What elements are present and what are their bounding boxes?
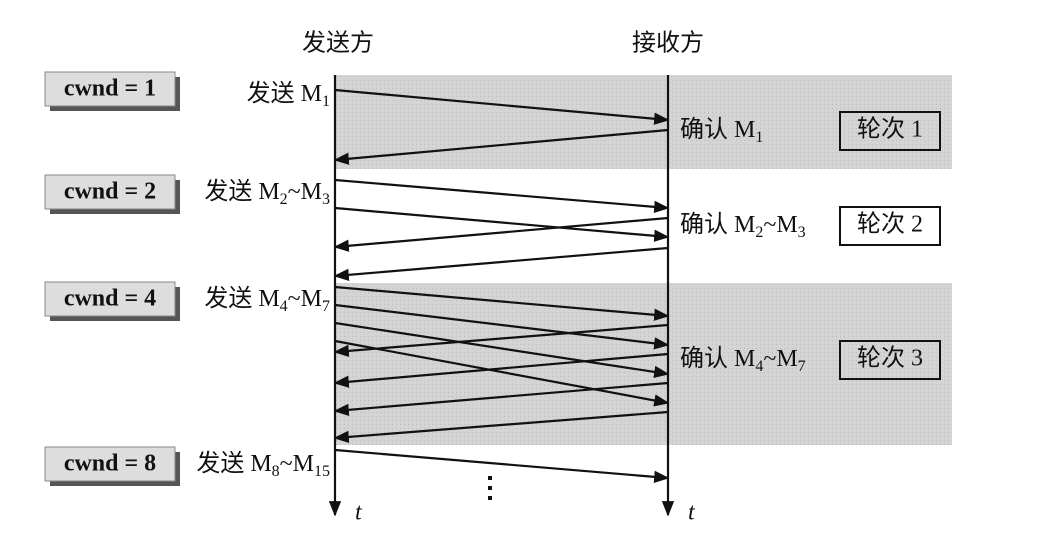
send-label-part: 发送 M <box>204 285 279 312</box>
send-label: 发送 M1 <box>247 80 330 110</box>
segment-arrow <box>334 303 670 350</box>
segment-arrow <box>334 88 670 125</box>
segment-arrow <box>334 285 670 321</box>
cwnd-label: cwnd = 1 <box>64 76 156 102</box>
send-label-sub: 2 <box>280 191 288 208</box>
round-box <box>839 340 941 380</box>
round-label: 轮次 1 <box>857 116 923 143</box>
round-label: 轮次 2 <box>857 211 923 238</box>
ack-label-part: 确认 M <box>680 116 755 143</box>
send-label-sub: 3 <box>322 191 330 208</box>
round-box <box>839 111 941 151</box>
send-label-part: 发送 M <box>204 178 279 205</box>
send-label-part: 发送 M <box>196 450 271 477</box>
ack-label: 确认 M1 <box>680 116 763 146</box>
send-label-sub: 15 <box>314 463 330 480</box>
round-label: 轮次 3 <box>857 345 923 372</box>
send-label: 发送 M4~M7 <box>204 285 330 315</box>
cwnd-label: cwnd = 2 <box>64 179 156 205</box>
segment-arrow <box>333 246 669 281</box>
send-label-part: ~M <box>280 451 314 477</box>
send-label-sub: 7 <box>322 298 330 315</box>
send-label-part: ~M <box>288 179 322 205</box>
segment-arrow <box>333 323 669 358</box>
segment-arrow <box>334 448 670 483</box>
ack-label-sub: 4 <box>755 358 763 375</box>
round-band <box>335 283 952 445</box>
segment-arrow <box>333 410 669 444</box>
segment-arrow <box>334 206 670 242</box>
cwnd-label: cwnd = 8 <box>64 451 156 477</box>
ack-label-sub: 7 <box>798 358 806 375</box>
segment-arrow <box>333 128 669 165</box>
receiver-title: 接收方 <box>632 30 704 57</box>
send-label-sub: 1 <box>322 93 330 110</box>
send-label: 发送 M2~M3 <box>204 178 330 208</box>
ack-label: 确认 M2~M3 <box>680 211 806 241</box>
cwnd-box <box>44 446 176 482</box>
ack-label-sub: 1 <box>755 129 763 146</box>
ack-label-sub: 3 <box>798 224 806 241</box>
send-label-part: 发送 M <box>247 80 322 107</box>
ack-label-part: ~M <box>763 212 797 238</box>
ack-label: 确认 M4~M7 <box>680 345 806 375</box>
segment-arrow <box>334 178 670 213</box>
ack-label-part: ~M <box>763 346 797 372</box>
send-label-sub: 8 <box>272 463 280 480</box>
ack-label-sub: 2 <box>755 224 763 241</box>
time-label: t <box>688 500 696 526</box>
cwnd-box <box>44 174 176 210</box>
round-band <box>335 75 952 169</box>
send-label-part: ~M <box>288 286 322 312</box>
cwnd-box <box>44 71 176 107</box>
continuation-dots <box>488 476 492 500</box>
send-label: 发送 M8~M15 <box>196 450 330 480</box>
segment-arrow <box>334 321 670 378</box>
time-label: t <box>355 500 363 526</box>
sender-title: 发送方 <box>302 30 374 57</box>
segment-arrow <box>333 352 669 388</box>
round-box <box>839 206 941 246</box>
ack-label-part: 确认 M <box>680 211 755 238</box>
send-label-sub: 4 <box>280 298 288 315</box>
cwnd-label: cwnd = 4 <box>64 286 156 312</box>
segment-arrow <box>333 216 669 252</box>
segment-arrow <box>333 381 669 416</box>
cwnd-box <box>44 281 176 317</box>
segment-arrow <box>334 339 670 407</box>
ack-label-part: 确认 M <box>680 345 755 372</box>
